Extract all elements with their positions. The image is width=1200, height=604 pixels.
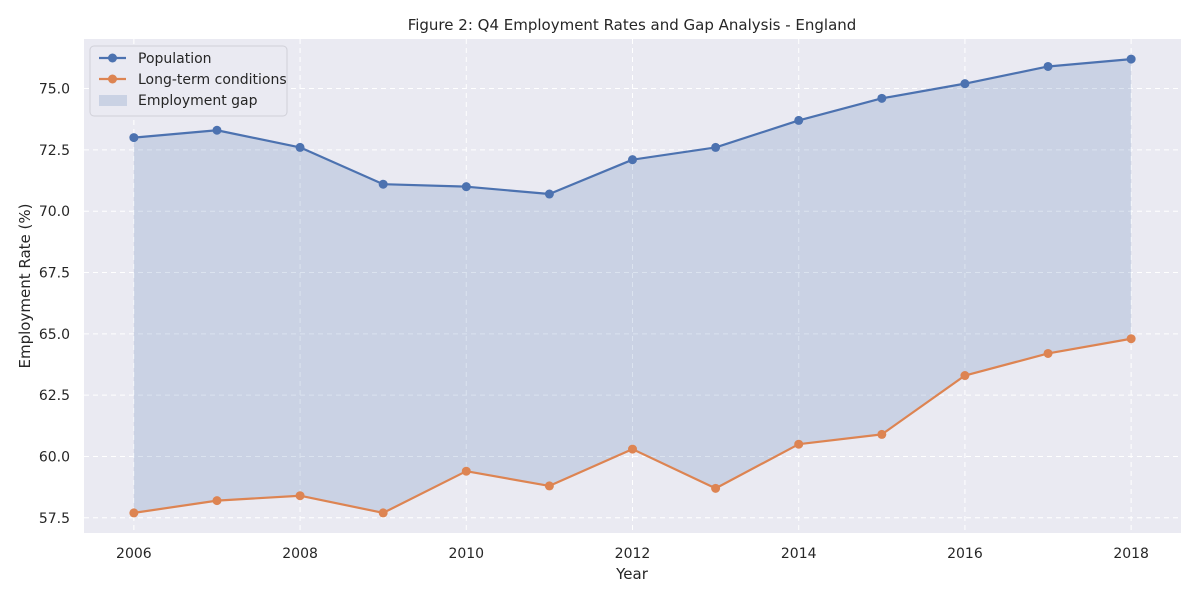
data-point-long-term-conditions	[1126, 334, 1136, 344]
x-axis-title: Year	[615, 565, 649, 583]
data-point-population	[960, 79, 970, 89]
data-point-long-term-conditions	[212, 496, 222, 506]
chart-title: Figure 2: Q4 Employment Rates and Gap An…	[408, 16, 857, 34]
data-point-population	[628, 155, 637, 165]
data-point-population	[544, 189, 554, 199]
y-tick-label: 72.5	[39, 143, 70, 159]
data-point-long-term-conditions	[794, 439, 804, 449]
data-point-population	[212, 125, 222, 135]
data-point-long-term-conditions	[877, 429, 887, 439]
legend-label-long-term-conditions: Long-term conditions	[138, 72, 287, 88]
data-point-population	[877, 93, 887, 103]
data-point-population	[129, 133, 139, 143]
data-point-long-term-conditions	[461, 466, 471, 476]
legend-marker-dot-population	[108, 53, 117, 63]
legend: Population Long-term conditions Employme…	[89, 45, 288, 117]
x-tick-label: 2010	[448, 546, 484, 562]
data-point-long-term-conditions	[1043, 348, 1053, 358]
y-tick-label: 67.5	[39, 266, 70, 282]
x-tick-label: 2016	[947, 546, 983, 562]
data-point-long-term-conditions	[378, 508, 388, 518]
x-tick-label: 2018	[1113, 546, 1149, 562]
y-tick-label: 70.0	[39, 204, 70, 220]
y-tick-label: 62.5	[39, 388, 70, 404]
data-point-population	[711, 142, 721, 152]
data-point-long-term-conditions	[960, 371, 970, 381]
legend-box	[89, 45, 288, 117]
data-point-population	[461, 182, 471, 192]
legend-label-employment-gap: Employment gap	[138, 93, 258, 109]
y-tick-label: 65.0	[39, 327, 70, 343]
x-tick-label: 2006	[116, 546, 152, 562]
y-tick-label: 57.5	[39, 511, 70, 527]
employment-gap-area	[133, 59, 1132, 513]
y-tick-label: 75.0	[39, 82, 70, 98]
x-tick-label: 2012	[615, 546, 651, 562]
data-point-population	[794, 115, 804, 125]
legend-swatch-employment-gap	[99, 95, 127, 106]
data-point-long-term-conditions	[544, 481, 554, 491]
data-point-population	[295, 142, 305, 152]
series-lines	[129, 54, 1136, 518]
data-point-long-term-conditions	[628, 444, 637, 454]
y-axis-title: Employment Rate (%)	[16, 204, 34, 369]
x-tick-label: 2008	[282, 546, 318, 562]
legend-label-population: Population	[138, 51, 212, 67]
y-tick-label: 60.0	[39, 449, 70, 465]
data-point-long-term-conditions	[295, 491, 305, 501]
employment-gap-fill	[133, 59, 1132, 513]
data-point-population	[1043, 61, 1053, 71]
data-point-population	[1126, 54, 1136, 64]
data-point-population	[378, 179, 388, 189]
data-point-long-term-conditions	[711, 483, 721, 493]
axis-ticks: 57.5 60.0 62.5 65.0 67.5 70.0 72.5 75.0 2006 2008…	[39, 82, 1149, 562]
legend-marker-dot-long-term-conditions	[108, 74, 117, 84]
data-point-long-term-conditions	[129, 508, 139, 518]
x-tick-label: 2014	[781, 546, 817, 562]
